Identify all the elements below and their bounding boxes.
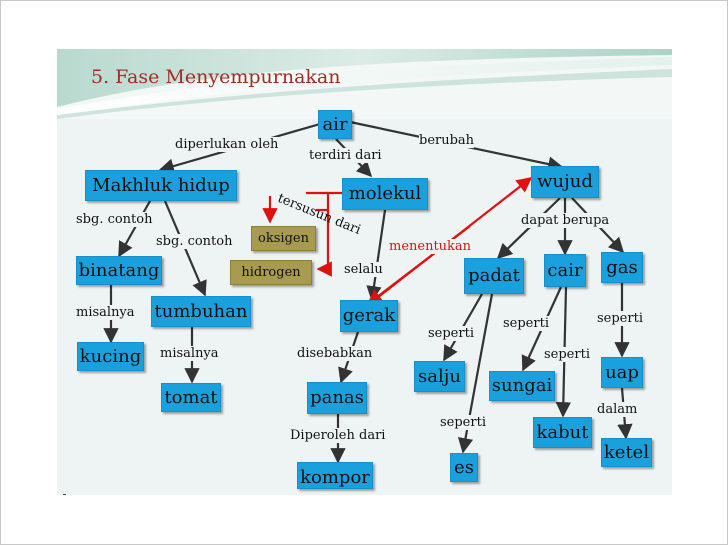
- link-wujud-padat: [496, 197, 561, 260]
- header-wave-banner: [57, 49, 672, 119]
- node-gerak: gerak: [340, 300, 398, 332]
- label-terdiri-dari: terdiri dari: [309, 148, 382, 163]
- node-kompor: kompor: [297, 462, 373, 489]
- link-molekul-gerak: [366, 209, 387, 302]
- label-seperti-gas: seperti: [597, 311, 643, 326]
- link-molekul-tersusun: [316, 191, 342, 277]
- node-gas: gas: [601, 252, 643, 283]
- node-binatang: binatang: [76, 256, 162, 285]
- label-menentukan: menentukan: [389, 239, 472, 254]
- label-disebabkan: disebabkan: [297, 346, 373, 361]
- node-kucing: kucing: [77, 342, 144, 371]
- node-air: air: [318, 110, 352, 139]
- node-cair: cair: [544, 254, 586, 287]
- node-molekul: molekul: [342, 178, 428, 210]
- label-seperti-cair-1: seperti: [503, 316, 549, 331]
- label-sbg-contoh-2: sbg. contoh: [156, 234, 233, 249]
- node-salju: salju: [414, 361, 465, 392]
- node-hidrogen: hidrogen: [230, 260, 312, 285]
- node-tomat: tomat: [161, 383, 221, 412]
- label-diperoleh-dari: Diperoleh dari: [290, 428, 386, 443]
- slide-title: 5. Fase Menyempurnakan: [91, 66, 341, 88]
- label-seperti-cair-2: seperti: [544, 347, 590, 362]
- label-sbg-contoh-1: sbg. contoh: [76, 212, 153, 227]
- node-es: es: [450, 453, 478, 482]
- slide-corner-mark: [63, 494, 66, 495]
- node-tumbuhan: tumbuhan: [151, 296, 251, 327]
- label-seperti-padat: seperti: [428, 326, 474, 341]
- link-wujud-gerak: [366, 225, 471, 305]
- node-ketel: ketel: [601, 438, 652, 467]
- label-berubah: berubah: [419, 133, 475, 148]
- label-dalam: dalam: [597, 402, 638, 417]
- node-kabut: kabut: [533, 417, 592, 448]
- label-seperti-es: seperti: [440, 415, 486, 430]
- node-makhluk-hidup: Makhluk hidup: [85, 170, 237, 201]
- label-selalu: selalu: [344, 262, 383, 277]
- node-sungai: sungai: [489, 371, 555, 401]
- label-misalnya-2: misalnya: [160, 346, 219, 361]
- node-panas: panas: [307, 382, 367, 414]
- node-uap: uap: [601, 357, 643, 388]
- node-padat: padat: [464, 258, 524, 294]
- label-dapat-berupa: dapat berupa: [521, 213, 610, 228]
- node-oksigen: oksigen: [251, 226, 316, 251]
- label-diperlukan-oleh: diperlukan oleh: [175, 137, 279, 152]
- label-misalnya-1: misalnya: [76, 305, 135, 320]
- link-makhluk-binatang: [118, 200, 151, 258]
- node-wujud: wujud: [531, 166, 599, 198]
